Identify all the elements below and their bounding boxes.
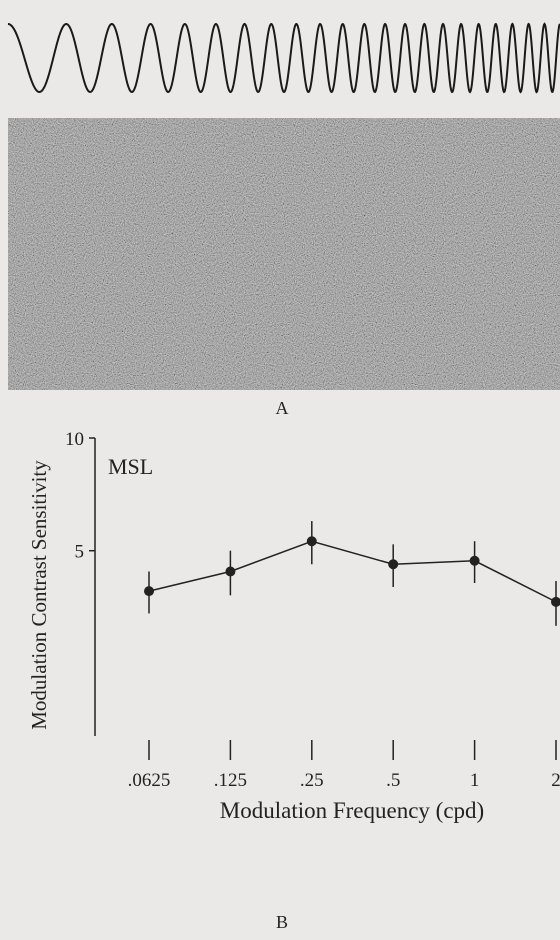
x-tick-label: .0625 (128, 770, 171, 791)
data-point (307, 536, 317, 546)
annotation: MSL (108, 454, 153, 479)
x-tick-label: .5 (386, 770, 400, 791)
data-point (225, 567, 235, 577)
chirp-wave (8, 24, 560, 92)
x-tick-label: 2 (551, 770, 560, 791)
texture-noise (8, 118, 560, 390)
y-tick-label: 10 (65, 429, 84, 450)
data-line (149, 541, 556, 602)
data-point (551, 597, 560, 607)
data-point (470, 556, 480, 566)
panel-label: B (276, 912, 288, 932)
data-point (388, 559, 398, 569)
x-axis-label: Modulation Frequency (cpd) (220, 798, 484, 823)
panel-label: A (276, 398, 289, 418)
x-tick-label: 1 (470, 770, 480, 791)
y-tick-label: 5 (75, 542, 85, 563)
x-tick-label: .25 (300, 770, 324, 791)
x-tick-label: .125 (214, 770, 247, 791)
y-axis-label: Modulation Contrast Sensitivity (27, 460, 51, 730)
figure-page: A B MSL Modulation Contrast Sensitivity … (0, 0, 560, 935)
data-point (144, 586, 154, 596)
